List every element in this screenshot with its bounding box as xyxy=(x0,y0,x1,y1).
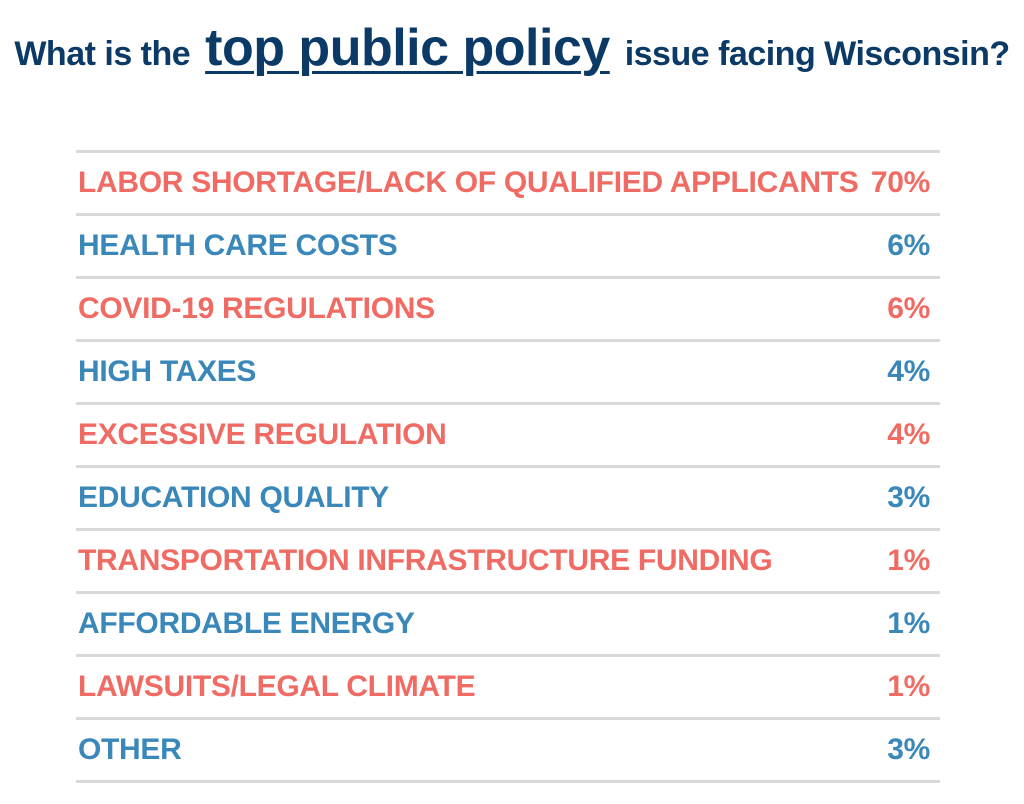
row-label: EDUCATION QUALITY xyxy=(78,481,389,514)
row-value: 6% xyxy=(887,229,930,262)
row-value: 6% xyxy=(887,292,930,325)
row-label: OTHER xyxy=(78,733,182,766)
row-label: LAWSUITS/LEGAL CLIMATE xyxy=(78,670,476,703)
row-label: HEALTH CARE COSTS xyxy=(78,229,398,262)
row-label: COVID-19 REGULATIONS xyxy=(78,292,435,325)
row-value: 3% xyxy=(887,481,930,514)
title-after: issue facing Wisconsin? xyxy=(624,35,1010,73)
table-row: HIGH TAXES 4% xyxy=(76,342,940,405)
table-top-rule xyxy=(76,150,940,153)
results-table: LABOR SHORTAGE/LACK OF QUALIFIED APPLICA… xyxy=(76,150,940,783)
table-row: TRANSPORTATION INFRASTRUCTURE FUNDING 1% xyxy=(76,531,940,594)
row-label: AFFORDABLE ENERGY xyxy=(78,607,415,640)
row-value: 4% xyxy=(887,355,930,388)
row-value: 1% xyxy=(887,544,930,577)
table-row: AFFORDABLE ENERGY 1% xyxy=(76,594,940,657)
row-label: LABOR SHORTAGE/LACK OF QUALIFIED APPLICA… xyxy=(78,166,859,199)
table-row: LABOR SHORTAGE/LACK OF QUALIFIED APPLICA… xyxy=(76,153,940,216)
row-label: HIGH TAXES xyxy=(78,355,257,388)
table-rows: LABOR SHORTAGE/LACK OF QUALIFIED APPLICA… xyxy=(76,153,940,783)
row-value: 3% xyxy=(887,733,930,766)
row-value: 70% xyxy=(870,166,930,199)
table-row: COVID-19 REGULATIONS 6% xyxy=(76,279,940,342)
row-value: 1% xyxy=(887,607,930,640)
table-row: HEALTH CARE COSTS 6% xyxy=(76,216,940,279)
title-emphasis: top public policy xyxy=(205,19,610,77)
table-row: EDUCATION QUALITY 3% xyxy=(76,468,940,531)
row-label: TRANSPORTATION INFRASTRUCTURE FUNDING xyxy=(78,544,773,577)
table-row: EXCESSIVE REGULATION 4% xyxy=(76,405,940,468)
row-label: EXCESSIVE REGULATION xyxy=(78,418,447,451)
row-value: 1% xyxy=(887,670,930,703)
title-before: What is the xyxy=(14,35,191,73)
table-row: LAWSUITS/LEGAL CLIMATE 1% xyxy=(76,657,940,720)
row-value: 4% xyxy=(887,418,930,451)
table-row: OTHER 3% xyxy=(76,720,940,783)
chart-title: What is the top public policy issue faci… xyxy=(0,18,1024,78)
